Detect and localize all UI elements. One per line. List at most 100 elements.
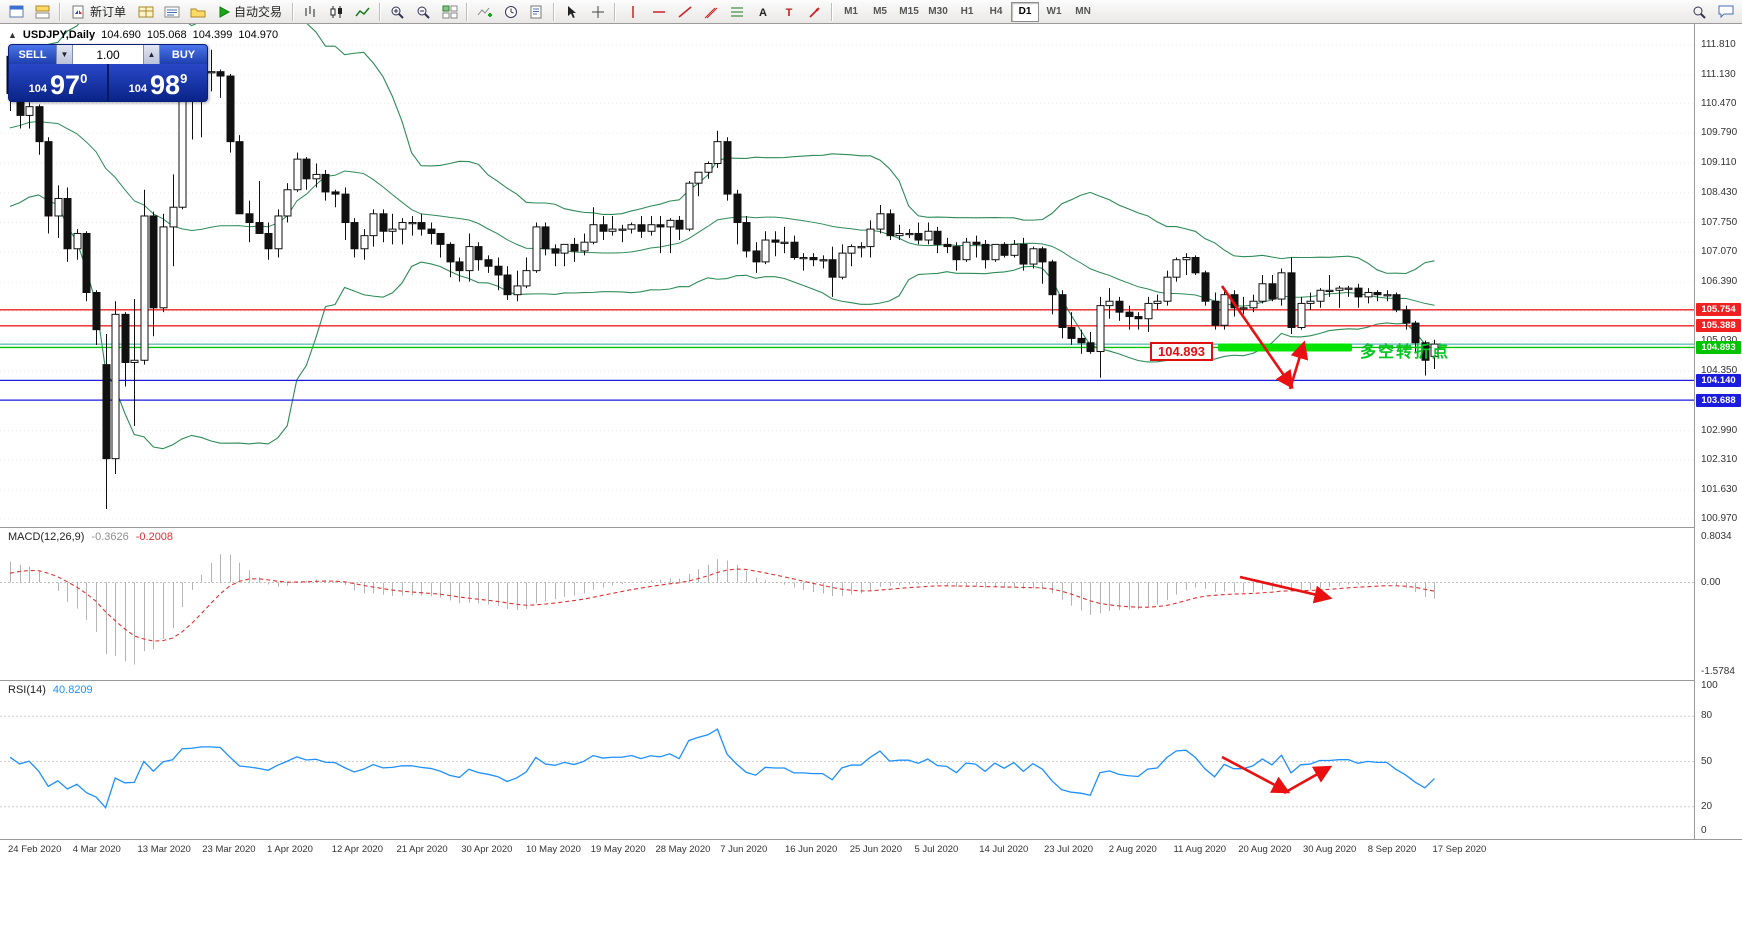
bar-chart-icon[interactable] <box>298 1 323 23</box>
ohlc-open: 104.690 <box>101 29 141 41</box>
fibonacci-icon[interactable] <box>724 1 749 23</box>
lot-increase-button[interactable]: ▲ <box>143 45 160 64</box>
zoom-in-icon[interactable] <box>385 1 410 23</box>
date-label: 20 Aug 2020 <box>1238 844 1292 855</box>
date-label: 10 May 2020 <box>525 844 581 855</box>
new-order-button[interactable]: 新订单 <box>65 1 132 23</box>
rsi-scale-label: 0 <box>1701 825 1707 836</box>
text-icon[interactable]: A <box>750 1 775 23</box>
date-label: 30 Apr 2020 <box>461 844 513 855</box>
timeframe-button-M1[interactable]: M1 <box>844 6 858 17</box>
timeframe-button-W1[interactable]: W1 <box>1046 6 1062 17</box>
timeframe-button-H1[interactable]: H1 <box>960 6 974 17</box>
arrows-icon[interactable] <box>802 1 827 23</box>
line-chart-icon[interactable] <box>350 1 375 23</box>
buy-price-figure: 104 <box>128 83 148 95</box>
autotrade-button-label: 自动交易 <box>234 5 283 19</box>
chart-area[interactable] <box>0 24 1742 839</box>
lot-decrease-button[interactable]: ▼ <box>56 45 73 64</box>
crosshair-icon[interactable] <box>585 1 610 23</box>
candlestick-chart-icon[interactable] <box>324 1 349 23</box>
new-chart-icon[interactable] <box>4 1 29 23</box>
date-label: 13 Mar 2020 <box>137 844 191 855</box>
date-label: 23 Jul 2020 <box>1043 844 1094 855</box>
tile-windows-icon[interactable] <box>437 1 462 23</box>
date-label: 19 May 2020 <box>590 844 646 855</box>
price-tick-label: 111.130 <box>1701 68 1736 80</box>
price-scale[interactable]: 111.810 111.130 110.470 109.790 109.110 108.4… <box>1694 24 1742 839</box>
rsi-indicator-label: RSI(14) 40.8209 <box>8 684 93 696</box>
sell-price-display[interactable]: 104 97 0 <box>9 64 107 101</box>
price-tick-label: 107.750 <box>1701 216 1738 228</box>
navigator-icon[interactable] <box>185 1 210 23</box>
date-label: 23 Mar 2020 <box>202 844 256 855</box>
ohlc-high: 105.068 <box>146 29 187 41</box>
buy-price-display[interactable]: 104 98 9 <box>109 64 207 101</box>
trendline-icon[interactable] <box>672 1 697 23</box>
rsi-scale-label: 80 <box>1701 710 1713 722</box>
date-label: 12 Apr 2020 <box>331 844 383 855</box>
price-level-tag: 104.140 <box>1696 373 1741 387</box>
buy-price-point: 9 <box>180 71 188 86</box>
label-icon[interactable]: T <box>776 1 801 23</box>
toolbar: 新订单 自动交易 A T M1 M5 M15 M30 H1 H4 D1 W1 MN <box>0 0 1742 24</box>
rsi-scale-label: 50 <box>1701 755 1713 767</box>
turning-point-annotation: 多空转折点 <box>1360 344 1451 361</box>
timeframe-button-M30[interactable]: M30 <box>928 6 948 17</box>
price-tick-label: 100.970 <box>1701 513 1738 524</box>
price-tick-label: 102.310 <box>1701 454 1738 466</box>
indicators-icon[interactable] <box>472 1 497 23</box>
rsi-scale-label: 100 <box>1701 680 1718 691</box>
toolbar-separator <box>614 2 617 21</box>
svg-text:A: A <box>759 7 767 19</box>
turning-point-segment <box>1218 343 1352 352</box>
price-level-callout[interactable]: 104.893 <box>1150 342 1213 361</box>
rsi-value: 40.8209 <box>52 684 93 696</box>
date-label: 17 Sep 2020 <box>1432 844 1487 855</box>
price-level-tag: 103.688 <box>1696 393 1741 407</box>
date-label: 1 Apr 2020 <box>266 844 313 855</box>
channel-icon[interactable] <box>698 1 723 23</box>
buy-button[interactable]: BUY <box>160 45 207 64</box>
horizontal-line-icon[interactable] <box>646 1 671 23</box>
sell-price-point: 0 <box>80 71 88 86</box>
chart-window[interactable]: ▲ USDJPY,Daily 104.690 105.068 104.399 1… <box>0 24 1742 952</box>
price-level-tag: 105.754 <box>1696 303 1741 317</box>
sell-price-figure: 104 <box>28 83 48 95</box>
vertical-line-icon[interactable] <box>620 1 645 23</box>
date-label: 25 Jun 2020 <box>849 844 902 855</box>
symbol-period-label: USDJPY,Daily <box>22 29 96 41</box>
autotrade-button[interactable]: 自动交易 <box>211 1 288 23</box>
date-label: 7 Jun 2020 <box>720 844 768 855</box>
toolbar-separator <box>292 2 295 21</box>
svg-text:T: T <box>785 7 792 19</box>
timeframe-button-M5[interactable]: M5 <box>873 6 887 17</box>
lot-size-input[interactable] <box>73 45 143 64</box>
timeframe-button-M15[interactable]: M15 <box>899 6 919 17</box>
macd-scale-label: 0.8034 <box>1701 531 1732 542</box>
rsi-scale-label: 20 <box>1701 800 1713 812</box>
price-tick-label: 110.470 <box>1701 97 1737 109</box>
timeframe-button-D1[interactable]: D1 <box>1011 1 1040 22</box>
periods-icon[interactable] <box>498 1 523 23</box>
toolbar-separator <box>466 2 469 21</box>
profiles-icon[interactable] <box>30 1 55 23</box>
macd-indicator-label: MACD(12,26,9) -0.3626 -0.2008 <box>8 531 173 543</box>
search-icon[interactable] <box>1687 1 1712 23</box>
macd-panel <box>0 554 1694 665</box>
price-tick-label: 109.790 <box>1701 127 1738 139</box>
zoom-out-icon[interactable] <box>411 1 436 23</box>
time-axis[interactable]: 24 Feb 2020 4 Mar 2020 13 Mar 2020 23 Mar 2… <box>0 839 1742 862</box>
sell-button[interactable]: SELL <box>9 45 56 64</box>
date-label: 11 Aug 2020 <box>1173 844 1227 855</box>
date-label: 5 Jul 2020 <box>914 844 959 855</box>
data-window-icon[interactable] <box>159 1 184 23</box>
market-watch-icon[interactable] <box>133 1 158 23</box>
cursor-icon[interactable] <box>559 1 584 23</box>
chat-icon[interactable] <box>1713 1 1738 23</box>
collapse-panel-icon[interactable]: ▲ <box>8 30 17 40</box>
timeframe-button-H4[interactable]: H4 <box>989 6 1003 17</box>
templates-icon[interactable] <box>524 1 549 23</box>
timeframe-button-MN[interactable]: MN <box>1075 6 1091 17</box>
new-order-button-label: 新订单 <box>90 5 127 19</box>
